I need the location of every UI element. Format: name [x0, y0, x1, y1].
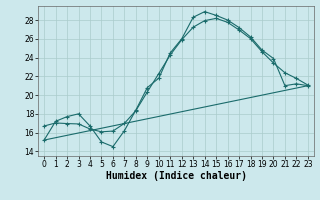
X-axis label: Humidex (Indice chaleur): Humidex (Indice chaleur)	[106, 171, 246, 181]
